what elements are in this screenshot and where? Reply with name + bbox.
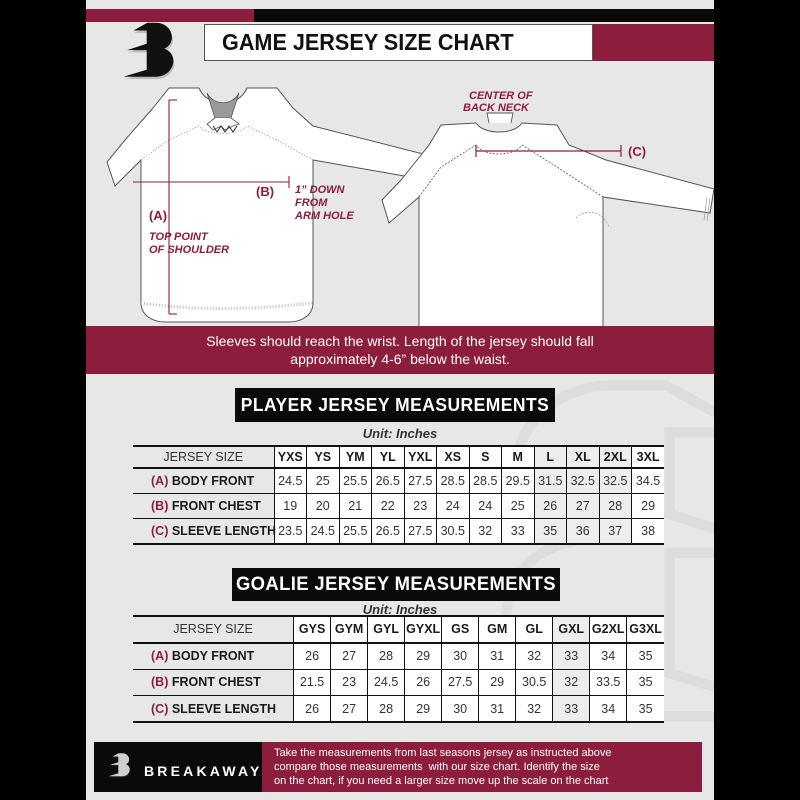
svg-text:(B): (B) — [256, 184, 274, 199]
svg-text:TOP POINT: TOP POINT — [149, 231, 209, 243]
svg-text:CENTER OF: CENTER OF — [469, 90, 533, 102]
svg-text:ARM HOLE: ARM HOLE — [294, 210, 354, 222]
svg-text:FROM: FROM — [295, 197, 328, 209]
svg-text:1” DOWN: 1” DOWN — [295, 184, 346, 196]
svg-text:(C): (C) — [628, 144, 646, 159]
svg-text:BACK NECK: BACK NECK — [463, 102, 530, 114]
svg-text:(A): (A) — [149, 208, 167, 223]
svg-text:OF SHOULDER: OF SHOULDER — [149, 244, 229, 256]
